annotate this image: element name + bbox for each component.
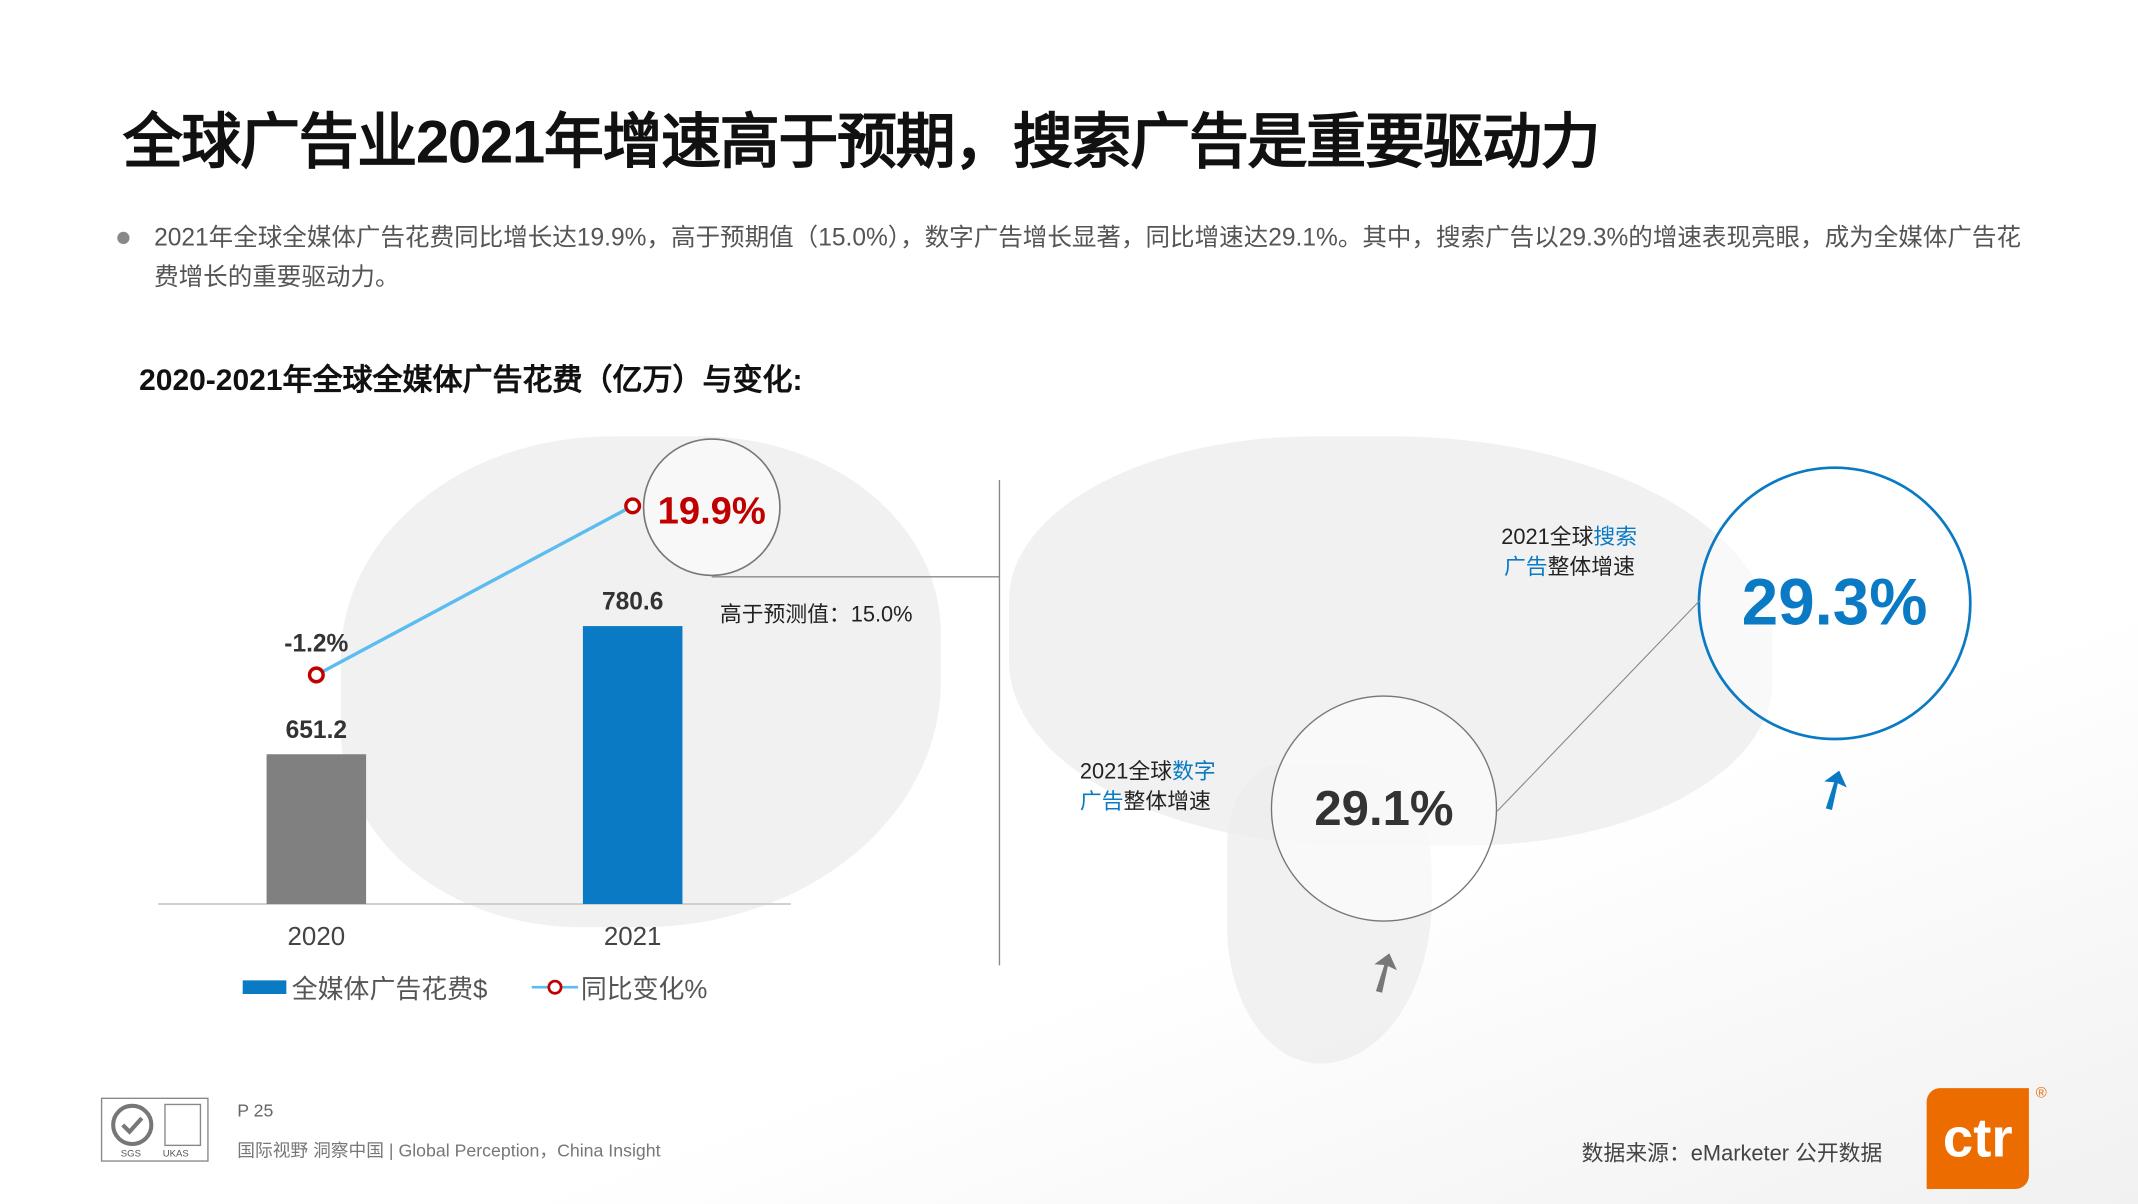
chart-title: 2020-2021年全球全媒体广告花费（亿万）与变化:	[139, 362, 803, 397]
data-source: 数据来源：eMarketer 公开数据	[1581, 1142, 1883, 1166]
certification-mark-icon	[111, 1103, 202, 1147]
label-text: 2021全球	[1501, 526, 1594, 550]
bar-value-label: 651.2	[286, 717, 347, 744]
bar-value-label: 780.6	[602, 589, 663, 616]
x-tick-label: 2021	[604, 923, 662, 951]
page-title: 全球广告业2021年增速高于预期，搜索广告是重要驱动力	[122, 109, 1601, 176]
footer-slogan: 国际视野 洞察中国 | Global Perception，China Insi…	[237, 1139, 661, 1161]
bar-2021	[582, 626, 683, 905]
digital-ad-label: 2021全球数字 广告整体增速	[1080, 758, 1216, 818]
label-highlight: 广告	[1503, 556, 1548, 580]
x-tick-label: 2020	[288, 923, 346, 951]
highlight-circle	[642, 438, 781, 577]
search-growth-value: 29.3%	[1741, 567, 1928, 640]
label-text: 整体增速	[1123, 790, 1211, 815]
registered-icon: ®	[2035, 1085, 2047, 1102]
line-value-label: 19.9%	[658, 490, 766, 533]
connector-line	[1496, 599, 1701, 812]
line-point	[624, 497, 642, 515]
label-highlight: 广告	[1079, 790, 1124, 815]
line-point	[307, 666, 325, 684]
certification-text: SGS UKAS	[120, 1149, 189, 1159]
legend-line-marker	[547, 979, 563, 995]
yoy-change-line	[315, 504, 634, 677]
legend-line-label: 同比变化%	[581, 975, 708, 1004]
label-highlight: 搜索	[1593, 526, 1638, 550]
digital-growth-circle: 29.1%	[1270, 695, 1498, 922]
label-text: 整体增速	[1547, 556, 1635, 580]
bar-2020	[266, 754, 367, 905]
label-highlight: 数字	[1172, 760, 1216, 785]
ctr-logo: ctr	[1926, 1088, 2029, 1189]
digital-growth-value: 29.1%	[1314, 779, 1454, 836]
search-growth-circle: 29.3%	[1697, 466, 1972, 741]
line-value-label: -1.2%	[284, 631, 348, 658]
forecast-annotation: 高于预测值：15.0%	[720, 602, 913, 627]
certification-logo: SGS UKAS	[100, 1097, 209, 1162]
page-number: P 25	[237, 1100, 274, 1121]
search-ad-label: 2021全球搜索 广告整体增速	[1501, 524, 1637, 584]
legend-bar-label: 全媒体广告花费$	[292, 975, 488, 1004]
label-text: 2021全球	[1079, 760, 1173, 785]
combo-chart: 651.2 2020 780.6 2021 -1.2% 19.9% 高于预测值：15.0…	[158, 438, 1001, 1004]
legend-bar-swatch	[242, 980, 287, 995]
summary-bullet: 2021年全球全媒体广告花费同比增长达19.9%，高于预期值（15.0%），数字…	[117, 218, 2035, 297]
